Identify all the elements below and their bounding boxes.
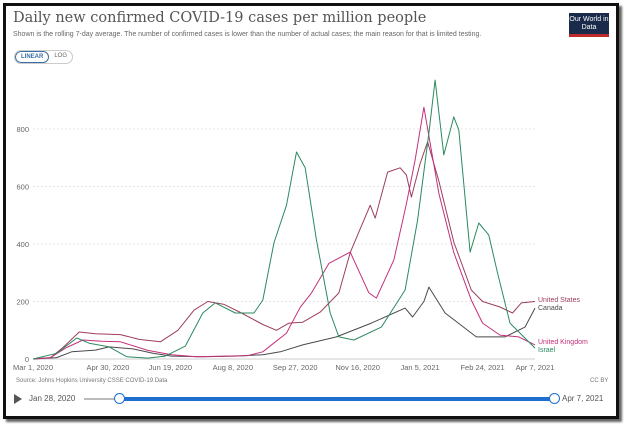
y-tick-label: 600	[16, 183, 29, 192]
chart-title: Daily new confirmed COVID-19 cases per m…	[13, 10, 427, 26]
owid-logo[interactable]: Our World in Data	[569, 13, 609, 37]
x-tick-label: Apr 30, 2020	[86, 363, 129, 372]
x-tick-label: Sep 27, 2020	[273, 363, 318, 372]
timeline-start-handle[interactable]	[114, 393, 125, 404]
timeline-range[interactable]	[120, 397, 555, 401]
timeline-end-label: Apr 7, 2021	[562, 394, 604, 403]
linear-button[interactable]: LINEAR	[15, 51, 50, 63]
series-label: United States	[538, 297, 581, 304]
scale-toggle: LINEAR LOG	[14, 50, 74, 64]
series-line-united-kingdom	[32, 106, 536, 360]
chart-subtitle: Shown is the rolling 7-day average. The …	[13, 31, 482, 38]
source-note[interactable]: Source: Johns Hopkins University CSSE CO…	[16, 378, 168, 384]
y-tick-label: 200	[16, 298, 29, 307]
series-line-canada	[32, 286, 536, 360]
x-tick-label: Nov 16, 2020	[335, 363, 380, 372]
x-tick-label: Feb 24, 2021	[460, 363, 504, 372]
x-tick-label: Aug 8, 2020	[213, 363, 253, 372]
series-label: Israel	[538, 347, 556, 354]
play-icon[interactable]	[14, 394, 22, 404]
chart-frame	[3, 3, 619, 419]
log-button[interactable]: LOG	[54, 53, 68, 59]
x-tick-label: Jan 5, 2021	[401, 363, 440, 372]
x-tick-label: Apr 7, 2021	[516, 363, 555, 372]
timeline-end-handle[interactable]	[549, 393, 560, 404]
series-label: United Kingdom	[538, 339, 588, 346]
y-tick-label: 800	[16, 125, 29, 134]
series-line-united-states	[32, 141, 536, 360]
x-tick-label: Mar 1, 2020	[13, 363, 53, 372]
y-tick-label: 400	[16, 240, 29, 249]
y-tick-label: 0	[25, 355, 29, 364]
x-tick-label: Jun 19, 2020	[149, 363, 192, 372]
timeline-start-label: Jan 28, 2020	[29, 394, 76, 403]
series-line-israel	[32, 79, 536, 360]
license-link[interactable]: CC BY	[590, 378, 609, 384]
series-label: Canada	[538, 305, 563, 312]
